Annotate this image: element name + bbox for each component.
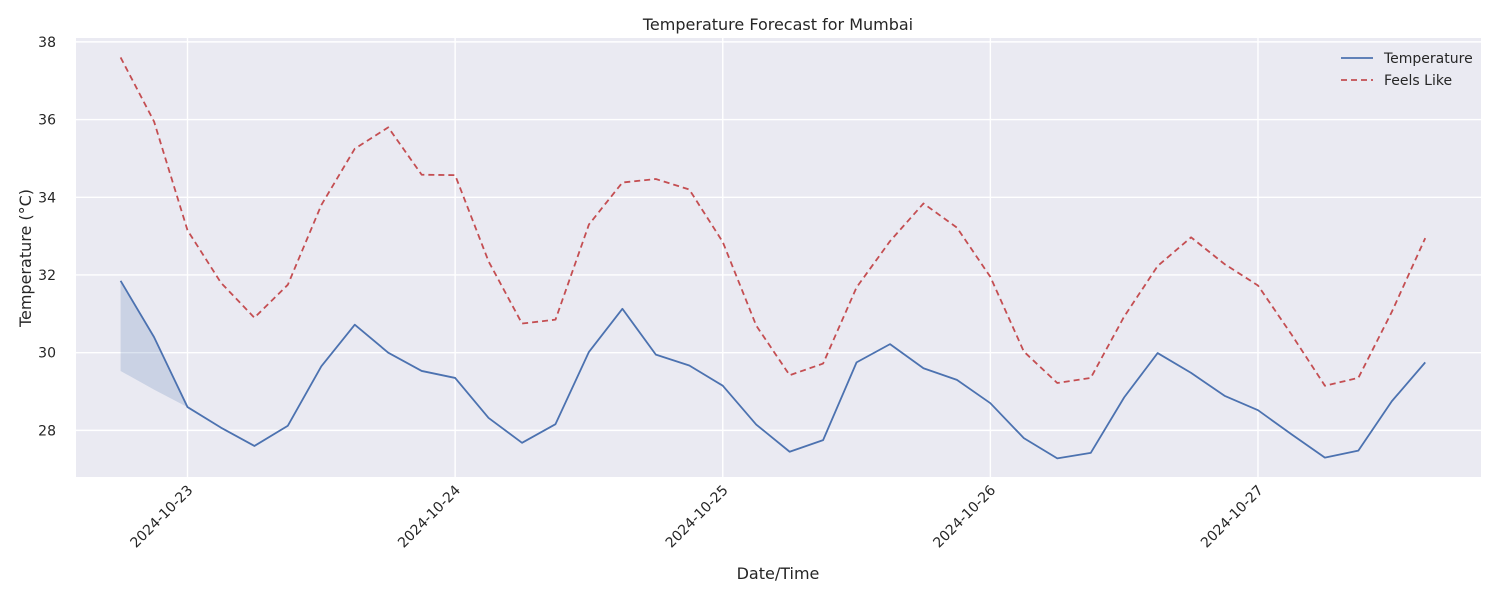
x-tick-label: 2024-10-24	[395, 482, 464, 551]
y-tick-label: 32	[38, 268, 56, 284]
x-tick-label: 2024-10-26	[930, 482, 999, 551]
x-tick-labels: 2024-10-23 2024-10-24 2024-10-25 2024-10-26…	[127, 482, 1266, 551]
y-tick-label: 30	[38, 346, 56, 362]
legend-label-feels-like: Feels Like	[1384, 73, 1452, 89]
series-line-feels-like	[119, 57, 1427, 387]
y-tick-labels: 28 30 32 34 36 38	[38, 35, 56, 439]
y-tick-label: 34	[38, 190, 56, 206]
series-lines	[119, 57, 1427, 460]
x-tick-label: 2024-10-25	[663, 483, 732, 552]
y-tick-label: 28	[38, 423, 56, 439]
x-axis-label: Date/Time	[737, 564, 820, 583]
y-tick-label: 38	[38, 35, 56, 51]
plot-background	[76, 38, 1481, 477]
temperature-band	[120, 280, 188, 408]
series-line-temperature	[119, 280, 1426, 460]
x-tick-label: 2024-10-27	[1198, 483, 1267, 552]
y-axis-label: Temperature (°C)	[16, 189, 35, 328]
chart-title: Temperature Forecast for Mumbai	[642, 15, 913, 34]
confidence-band	[120, 280, 188, 408]
y-tick-label: 36	[38, 113, 56, 129]
grid-lines	[76, 38, 1481, 477]
x-tick-label: 2024-10-23	[127, 483, 196, 552]
legend-label-temperature: Temperature	[1383, 51, 1473, 67]
legend: Temperature Feels Like	[1341, 51, 1473, 89]
